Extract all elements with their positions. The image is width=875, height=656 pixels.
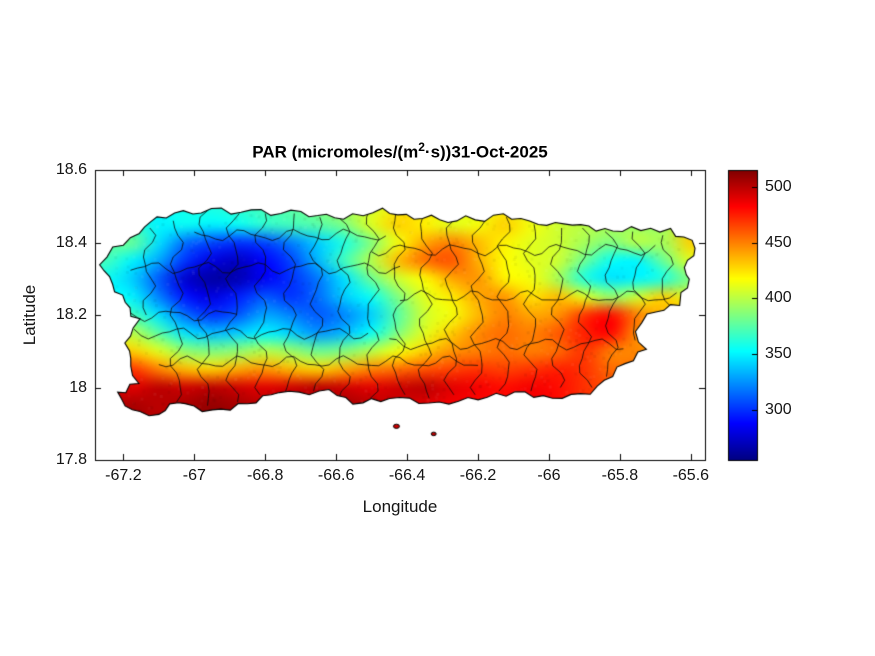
y-tick-label: 18.6 xyxy=(55,161,87,178)
x-tick-label: -66.2 xyxy=(459,467,497,484)
x-axis-label: Longitude xyxy=(362,497,438,516)
x-tick-label: -66 xyxy=(537,467,561,484)
x-tick-label: -65.8 xyxy=(601,467,639,484)
y-tick-label: 18.4 xyxy=(55,233,87,251)
colorbar-tick-label: 450 xyxy=(765,233,792,251)
x-tick-label: -66.6 xyxy=(317,467,355,484)
x-tick-label: -67.2 xyxy=(105,467,142,484)
x-tick-label: -66.4 xyxy=(388,467,426,484)
y-tick-label: 18.2 xyxy=(55,306,87,323)
x-tick-label: -67 xyxy=(182,467,206,484)
chart-title-text-2: ·s))31-Oct-2025 xyxy=(424,142,548,162)
colorbar-tick-label: 500 xyxy=(765,177,792,195)
colorbar-tick-label: 400 xyxy=(765,289,792,307)
chart-title-text: PAR (micromoles/(m xyxy=(252,142,419,162)
y-tick-label: 17.8 xyxy=(55,451,87,468)
colorbar-tick-label: 350 xyxy=(765,345,792,363)
colorbar-tick-label: 300 xyxy=(765,400,792,418)
chart-title-superscript: 2 xyxy=(418,140,425,154)
x-tick-label: -66.8 xyxy=(246,467,284,484)
chart-title: PAR (micromoles/(m2·s))31-Oct-2025 xyxy=(95,140,705,163)
x-tick-label: -65.6 xyxy=(672,467,710,484)
y-tick-label: 18 xyxy=(69,378,87,396)
